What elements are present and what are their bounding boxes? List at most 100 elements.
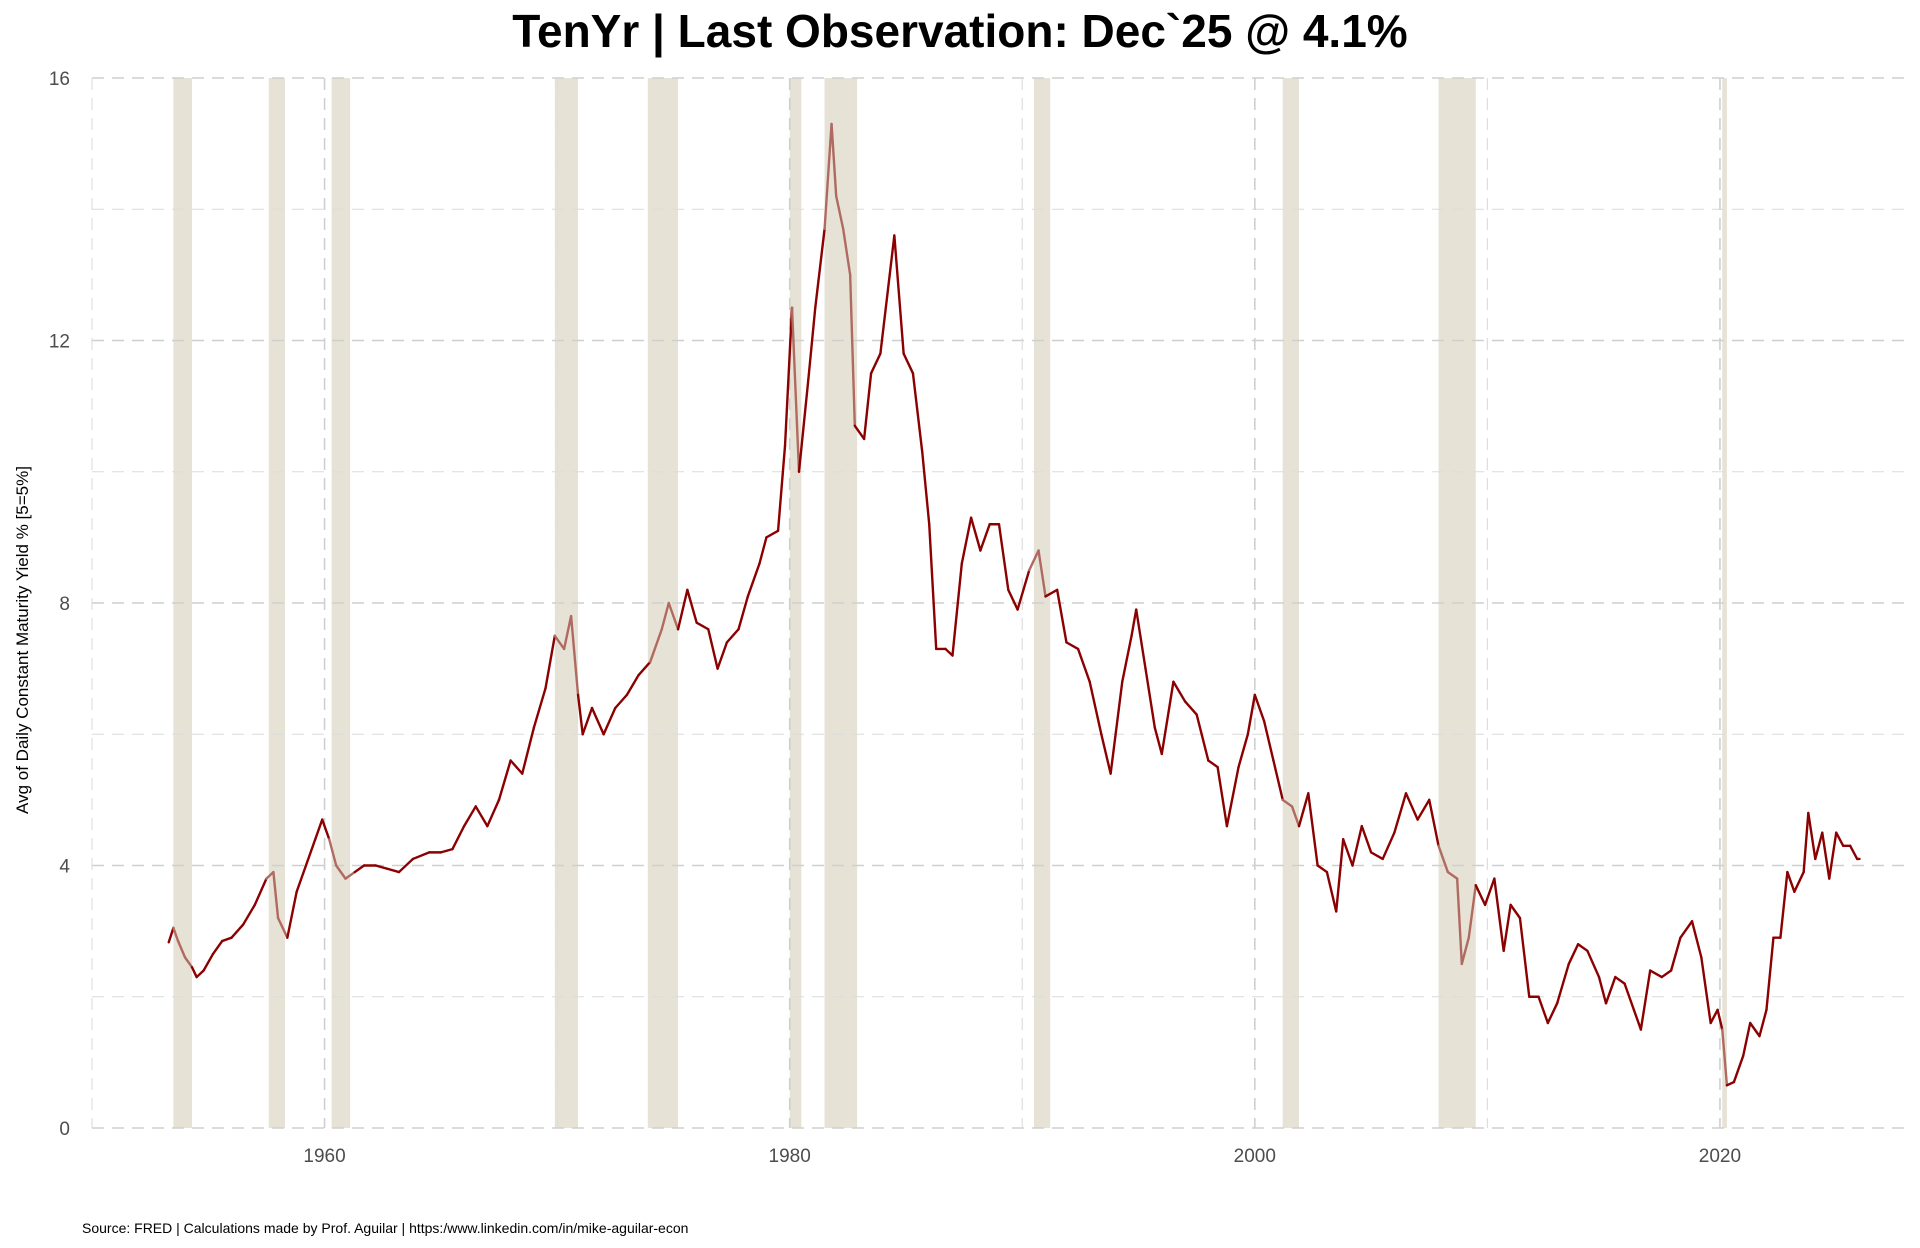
yield-line-segment: [172, 926, 180, 943]
yield-line-segment: [1216, 765, 1229, 828]
yield-line-segment: [1272, 759, 1284, 802]
yield-line-segment: [462, 805, 477, 828]
yield-line-segment: [553, 634, 566, 651]
yield-line-segment: [1360, 824, 1373, 854]
yield-line-segment: [1393, 792, 1408, 834]
yield-line-segment: [823, 122, 833, 231]
yield-line-segment: [667, 601, 680, 631]
yield-line-segment: [625, 673, 640, 697]
yield-line-segment: [1195, 713, 1210, 762]
yield-line-segment: [1028, 549, 1040, 572]
yield-line-segment: [1474, 883, 1487, 907]
yield-line-segment: [1065, 641, 1080, 651]
y-tick-label: 16: [49, 69, 70, 90]
yield-line-segment: [1044, 588, 1059, 598]
x-tick-label: 1980: [769, 1146, 811, 1167]
yield-line-segment: [562, 614, 573, 651]
yield-line-segment: [944, 647, 954, 657]
yield-line-segment: [314, 818, 324, 841]
yield-line-segment: [334, 864, 347, 880]
yield-line-segment: [190, 966, 198, 979]
yield-line-segment: [397, 857, 415, 874]
yield-line-segment: [1700, 956, 1712, 1025]
yield-line-segment: [265, 870, 275, 880]
yield-line-segment: [1725, 1080, 1736, 1087]
yield-line-segment: [790, 306, 801, 473]
yield-line-segment: [707, 628, 719, 670]
yield-line-segment: [1546, 1002, 1559, 1025]
yield-line-segment: [879, 273, 891, 355]
yield-line-segment: [1144, 667, 1157, 729]
yield-line-segment: [221, 936, 233, 943]
yield-line-segment: [1648, 969, 1664, 979]
yield-line-segment: [951, 562, 963, 657]
yield-line-segment: [1325, 870, 1338, 913]
yield-line-segment: [474, 805, 489, 828]
yield-line-segment: [1765, 936, 1775, 1012]
yield-line-segment: [411, 851, 431, 861]
yield-line-segment: [783, 306, 794, 447]
yield-line-segment: [590, 706, 605, 736]
yield-line-segment: [686, 588, 698, 624]
yield-line-segment: [695, 621, 710, 631]
yield-line-segment: [1160, 680, 1175, 756]
yield-line-segment: [1748, 1021, 1761, 1038]
yield-line-segment: [1502, 903, 1512, 953]
yield-line-segment: [1172, 680, 1187, 703]
yield-line-segment: [1614, 975, 1626, 985]
yield-line-segment: [1793, 870, 1805, 893]
source-note: Source: FRED | Calculations made by Prof…: [82, 1220, 689, 1236]
yield-line-segment: [344, 870, 356, 880]
yield-line-segment: [1007, 588, 1019, 611]
yield-line-segment: [1828, 831, 1838, 880]
yield-line-segment: [1297, 792, 1310, 828]
yield-line-segment: [614, 693, 629, 710]
yield-line-segment: [1604, 975, 1617, 1005]
yield-line-segment: [1742, 1021, 1752, 1058]
yield-line-segment: [1335, 838, 1345, 913]
yield-line-segment: [1786, 870, 1796, 893]
yield-line-segment: [841, 227, 852, 277]
yield-line-segment: [737, 595, 750, 631]
yield-line-segment: [848, 273, 857, 428]
yield-line-segment: [1669, 936, 1682, 972]
yield-line-segment: [272, 870, 280, 920]
yield-line-segment: [1807, 811, 1817, 861]
yield-line-segment: [1437, 844, 1450, 874]
yield-line-segment: [451, 824, 466, 851]
yield-line-segment: [1721, 1028, 1729, 1087]
yield-line-segment: [1555, 962, 1570, 1005]
yield-line-segment: [960, 516, 973, 565]
yield-line-segment: [1153, 726, 1163, 756]
yield-line-segment: [1290, 805, 1301, 828]
yield-line-segment: [486, 798, 501, 828]
yield-line-segment: [295, 864, 308, 893]
yield-line-segment: [1732, 1054, 1745, 1084]
yield-line-segment: [676, 588, 689, 631]
yield-line-segment: [1455, 877, 1464, 966]
yield-line-segment: [253, 877, 268, 907]
yield-line-segment: [286, 890, 298, 939]
yield-line-segment: [1802, 811, 1810, 874]
yield-line-segment: [1690, 920, 1703, 959]
yield-line-segment: [230, 923, 245, 939]
yield-line-segment: [569, 614, 580, 697]
yield-line-segment: [353, 864, 366, 874]
yield-line-segment: [1341, 838, 1354, 867]
yield-line-segment: [921, 450, 931, 526]
yield-line-segment: [765, 529, 780, 539]
yield-line-segment: [521, 726, 536, 775]
yield-line-segment: [509, 759, 524, 775]
y-tick-label: 8: [59, 594, 70, 615]
yield-line-segment: [1509, 903, 1522, 920]
yield-line-segment: [1758, 1008, 1768, 1038]
recession-band: [1722, 78, 1727, 1128]
yield-line-segment: [1660, 969, 1673, 979]
yield-line-segment: [902, 352, 915, 375]
yield-line-segment: [1351, 824, 1364, 867]
yield-line-segment: [1416, 798, 1431, 821]
yield-line-segment: [1467, 883, 1477, 939]
yield-line-segment: [1381, 831, 1396, 861]
yield-line-segment: [195, 969, 205, 979]
